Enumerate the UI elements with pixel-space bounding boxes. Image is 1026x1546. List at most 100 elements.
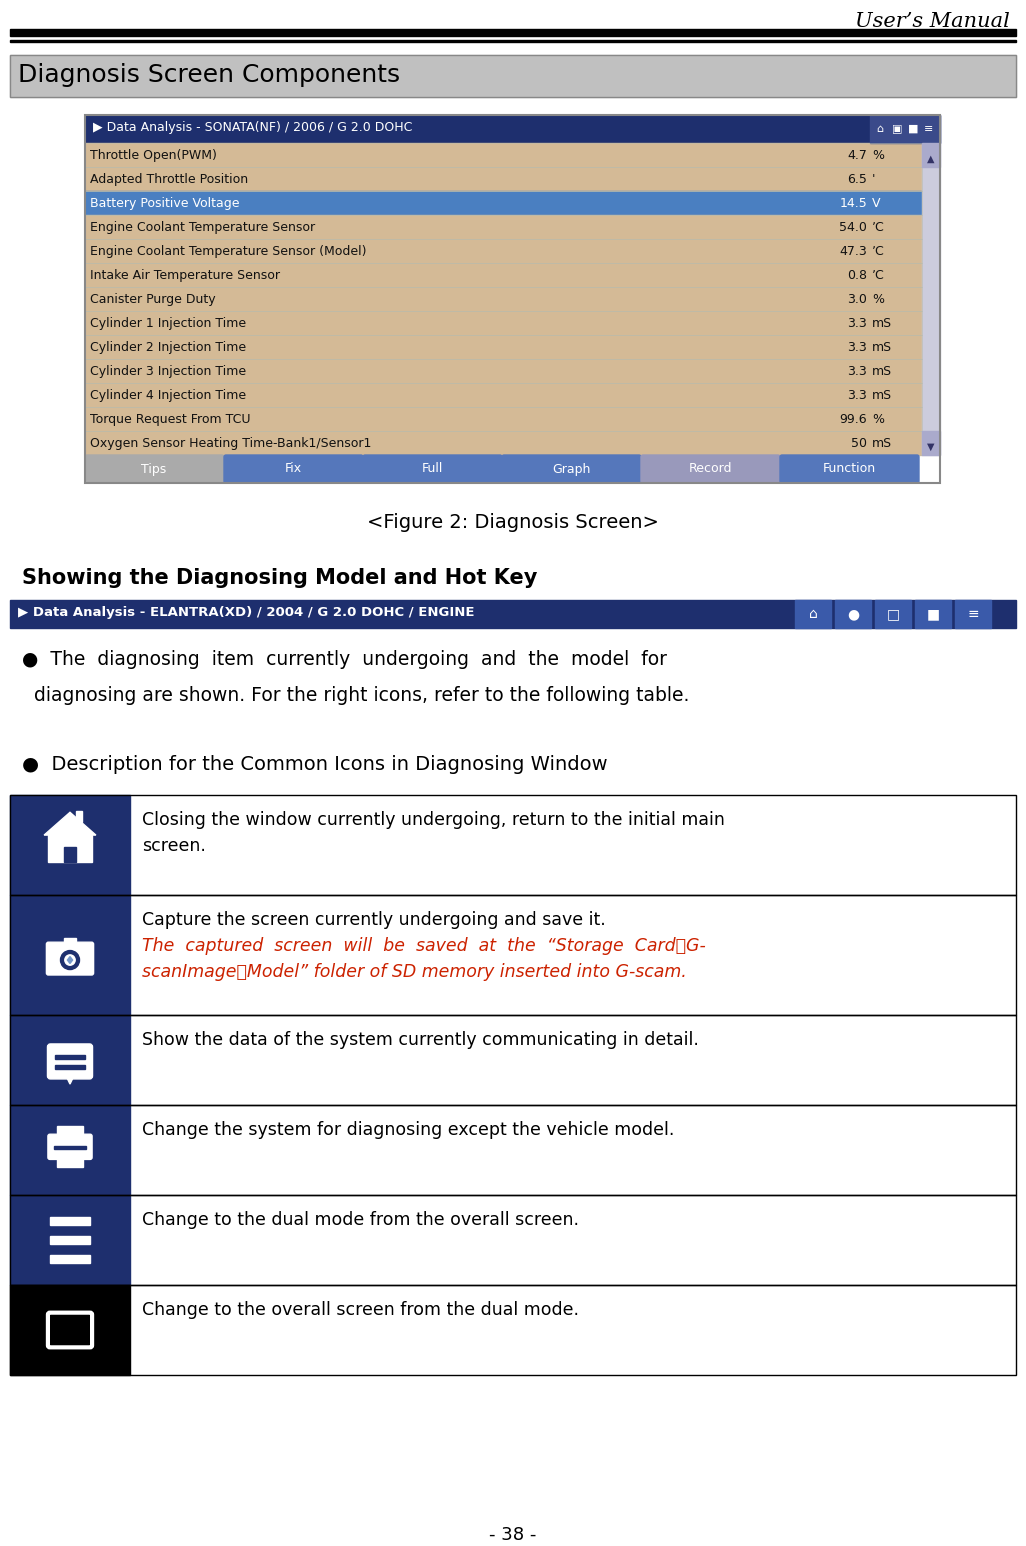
Text: Function: Function [823, 462, 875, 476]
Polygon shape [66, 1076, 74, 1084]
Text: 3.0: 3.0 [847, 294, 867, 306]
Text: %: % [872, 294, 884, 306]
Text: Capture the screen currently undergoing and save it.: Capture the screen currently undergoing … [142, 911, 605, 929]
Text: Change to the overall screen from the dual mode.: Change to the overall screen from the du… [142, 1302, 579, 1319]
Bar [955, 600, 991, 628]
Bar [10, 895, 130, 1016]
Text: Battery Positive Voltage: Battery Positive Voltage [90, 196, 239, 210]
Text: Record: Record [688, 462, 732, 476]
Bar [85, 288, 922, 311]
Bar [10, 1285, 1016, 1374]
Text: Adapted Throttle Position: Adapted Throttle Position [90, 173, 248, 186]
Bar [10, 1195, 130, 1285]
Bar [77, 812, 82, 822]
Text: %: % [872, 413, 884, 427]
Text: mS: mS [872, 365, 893, 379]
Bar [10, 56, 1016, 97]
Text: ▣: ▣ [892, 124, 903, 135]
Bar [50, 1255, 90, 1263]
Text: ■: ■ [908, 124, 918, 135]
Text: Cylinder 1 Injection Time: Cylinder 1 Injection Time [90, 317, 246, 329]
Bar [64, 847, 76, 861]
Bar [795, 600, 831, 628]
Bar [835, 600, 871, 628]
Text: ʼC: ʼC [872, 244, 884, 258]
Text: ≡: ≡ [968, 608, 979, 621]
Bar [85, 335, 922, 359]
Bar [85, 192, 922, 215]
FancyBboxPatch shape [502, 455, 641, 482]
Bar [85, 311, 922, 335]
Text: 50: 50 [851, 438, 867, 450]
FancyBboxPatch shape [47, 1044, 92, 1079]
Bar [64, 938, 77, 946]
Text: Cylinder 3 Injection Time: Cylinder 3 Injection Time [90, 365, 246, 379]
Text: ■: ■ [926, 608, 940, 621]
FancyBboxPatch shape [85, 455, 224, 482]
Text: ʼC: ʼC [872, 221, 884, 233]
Text: Full: Full [422, 462, 442, 476]
Bar [10, 1195, 1016, 1285]
Bar [56, 1125, 83, 1136]
Bar [85, 142, 922, 167]
Text: Change to the dual mode from the overall screen.: Change to the dual mode from the overall… [142, 1211, 579, 1229]
Bar [48, 835, 91, 861]
Text: mS: mS [872, 438, 893, 450]
Bar [10, 795, 1016, 895]
Bar [10, 795, 130, 895]
Text: 14.5: 14.5 [839, 196, 867, 210]
Bar [10, 1105, 1016, 1195]
Polygon shape [44, 812, 95, 835]
Bar [85, 431, 922, 455]
Text: ʼC: ʼC [872, 269, 884, 281]
Bar [85, 431, 922, 455]
Text: 47.3: 47.3 [839, 244, 867, 258]
Text: ▲: ▲ [928, 155, 935, 164]
Bar [870, 114, 940, 142]
Bar [50, 1217, 90, 1224]
Text: Engine Coolant Temperature Sensor (Model): Engine Coolant Temperature Sensor (Model… [90, 244, 366, 258]
Text: Canister Purge Duty: Canister Purge Duty [90, 294, 215, 306]
Text: Closing the window currently undergoing, return to the initial main: Closing the window currently undergoing,… [142, 812, 725, 829]
Text: Oxygen Sensor Heating Time-Bank1/Sensor1: Oxygen Sensor Heating Time-Bank1/Sensor1 [90, 438, 371, 450]
Bar [85, 383, 922, 407]
Text: ⌂: ⌂ [808, 608, 818, 621]
Bar [85, 240, 922, 263]
Text: mS: mS [872, 342, 893, 354]
Bar [85, 240, 922, 263]
Text: Graph: Graph [552, 462, 590, 476]
Bar [54, 1147, 86, 1149]
Text: ▼: ▼ [928, 442, 935, 451]
Bar [85, 407, 922, 431]
Text: %: % [872, 148, 884, 162]
Bar [85, 167, 922, 192]
FancyBboxPatch shape [780, 455, 919, 482]
Text: ▶ Data Analysis - ELANTRA(XD) / 2004 / G 2.0 DOHC / ENGINE: ▶ Data Analysis - ELANTRA(XD) / 2004 / G… [18, 606, 474, 618]
Bar [85, 114, 940, 142]
Bar [10, 600, 1016, 628]
Text: 4.7: 4.7 [847, 148, 867, 162]
Bar [85, 288, 922, 311]
Bar [85, 263, 922, 288]
Bar [85, 192, 922, 215]
Text: ▶ Data Analysis - SONATA(NF) / 2006 / G 2.0 DOHC: ▶ Data Analysis - SONATA(NF) / 2006 / G … [93, 121, 412, 135]
Text: V: V [872, 196, 880, 210]
Bar [85, 167, 922, 192]
Bar [85, 215, 922, 240]
Text: Torque Request From TCU: Torque Request From TCU [90, 413, 250, 427]
Text: ⌂: ⌂ [876, 124, 883, 135]
Text: - 38 -: - 38 - [489, 1526, 537, 1544]
Text: 3.3: 3.3 [847, 390, 867, 402]
Bar [10, 1285, 130, 1374]
Bar [85, 335, 922, 359]
Bar [85, 114, 940, 482]
Bar [85, 383, 922, 407]
Text: Showing the Diagnosing Model and Hot Key: Showing the Diagnosing Model and Hot Key [22, 567, 538, 587]
Bar [10, 40, 1016, 42]
Text: The  captured  screen  will  be  saved  at  the  “Storage  Card⧹G-: The captured screen will be saved at the… [142, 937, 706, 955]
Bar [10, 1016, 130, 1105]
Text: 3.3: 3.3 [847, 342, 867, 354]
Text: Intake Air Temperature Sensor: Intake Air Temperature Sensor [90, 269, 280, 281]
Bar [922, 142, 940, 167]
Polygon shape [68, 957, 73, 963]
